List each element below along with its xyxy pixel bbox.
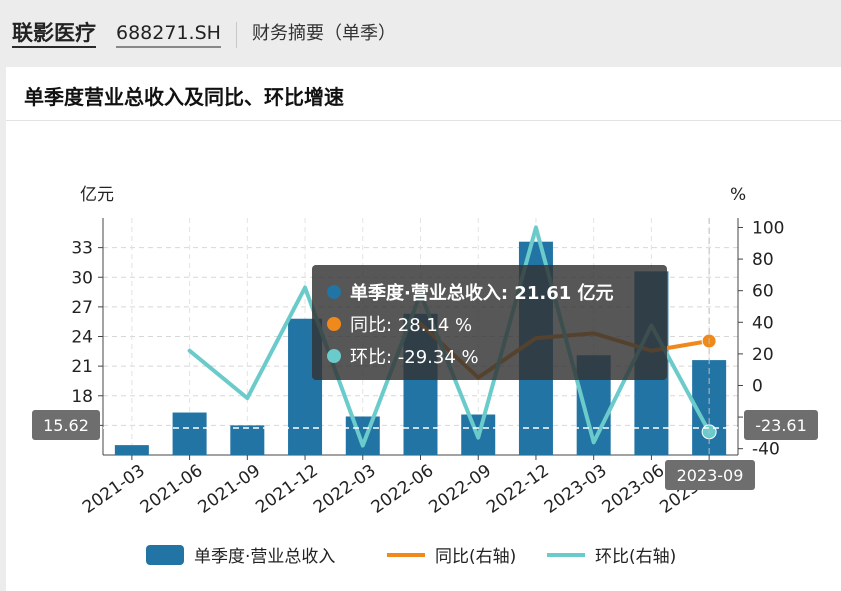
- left-tick-label: 27: [71, 298, 93, 318]
- x-tick-label: 2021-09: [195, 461, 265, 518]
- right-tick-label: 0: [752, 376, 763, 396]
- revenue-bar[interactable]: [230, 425, 265, 455]
- right-tick-label: 60: [752, 282, 774, 302]
- legend-label: 单季度·营业总收入: [194, 547, 335, 567]
- right-tick-label: 20: [752, 345, 774, 365]
- title-divider: [6, 120, 841, 121]
- crosshair-category-tag: [665, 460, 755, 490]
- left-tick-label: 24: [71, 328, 93, 348]
- header-divider: [236, 22, 237, 48]
- header-bar: 联影医疗 688271.SH 财务摘要（单季）: [0, 0, 841, 66]
- left-tick-label: 33: [71, 239, 93, 259]
- x-tick-label: 2022-12: [483, 461, 553, 518]
- crosshair-right-tag: [744, 410, 818, 440]
- x-tick-label: 2022-09: [425, 461, 495, 518]
- tooltip-row: 同比: 28.14 %: [350, 315, 472, 336]
- x-tick-label: 2021-12: [252, 461, 322, 518]
- tooltip-row: 单季度·营业总收入: 21.61 亿元: [350, 282, 614, 304]
- x-tick-label: 2021-06: [137, 461, 207, 518]
- legend-swatch: [146, 545, 184, 565]
- left-tick-label: 18: [71, 387, 93, 407]
- crosshair-left-value: 15.62: [43, 416, 89, 435]
- right-tick-label: 40: [752, 313, 774, 333]
- crosshair-right-value: -23.61: [755, 416, 807, 435]
- chart-title: 单季度营业总收入及同比、环比增速: [24, 85, 344, 109]
- tooltip-row: 环比: -29.34 %: [350, 347, 479, 368]
- tooltip-marker: [327, 317, 341, 331]
- left-axis-unit: 亿元: [80, 185, 114, 205]
- x-tick-label: 2023-03: [541, 461, 611, 518]
- right-tick-label: -40: [752, 440, 780, 460]
- legend-item[interactable]: 环比(右轴): [547, 547, 676, 567]
- tooltip-marker: [327, 349, 341, 363]
- left-tick-label: 21: [71, 357, 93, 377]
- x-tick-label: 2023-06: [599, 461, 669, 518]
- legend-label: 同比(右轴): [435, 547, 516, 567]
- legend-item[interactable]: 单季度·营业总收入: [146, 545, 335, 567]
- legend-item[interactable]: 同比(右轴): [387, 547, 516, 567]
- left-tick-label: 30: [71, 268, 93, 288]
- right-tick-label: 80: [752, 250, 774, 270]
- revenue-bar[interactable]: [172, 412, 207, 455]
- x-tick-label: 2021-03: [79, 461, 149, 518]
- company-name-link[interactable]: 联影医疗: [12, 20, 96, 48]
- right-axis-unit: %: [730, 185, 746, 205]
- legend[interactable]: 单季度·营业总收入 同比(右轴) 环比(右轴): [146, 545, 676, 567]
- tooltip-marker: [327, 285, 341, 299]
- legend-label: 环比(右轴): [595, 547, 676, 567]
- tooltip-box: [312, 265, 667, 380]
- section-title: 财务摘要（单季）: [252, 23, 396, 44]
- revenue-bar[interactable]: [114, 445, 149, 455]
- x-tick-label: 2022-06: [368, 461, 438, 518]
- crosshair-overlay: 15.62 -23.61 2023-09: [32, 218, 818, 490]
- crosshair-category-value: 2023-09: [677, 466, 744, 485]
- revenue-bar[interactable]: [345, 416, 380, 455]
- right-tick-label: 100: [752, 218, 784, 238]
- ticker-link[interactable]: 688271.SH: [116, 21, 221, 48]
- crosshair-left-tag: [32, 410, 100, 440]
- x-tick-label: 2022-03: [310, 461, 380, 518]
